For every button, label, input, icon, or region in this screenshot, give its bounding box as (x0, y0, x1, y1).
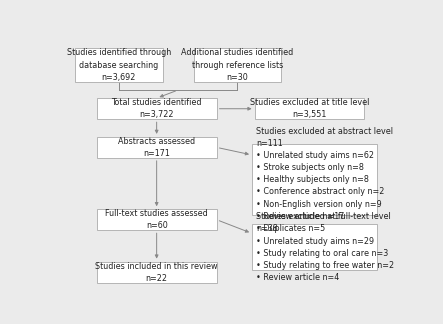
Text: Studies identified through
database searching
n=3,692: Studies identified through database sear… (67, 48, 171, 82)
Text: Abstracts assessed
n=171: Abstracts assessed n=171 (118, 137, 195, 158)
Text: Total studies identified
n=3,722: Total studies identified n=3,722 (111, 98, 202, 119)
Text: Studies excluded at full-text level
n=38
• Unrelated study aims n=29
• Study rel: Studies excluded at full-text level n=38… (256, 212, 394, 282)
Text: Additional studies identified
through reference lists
n=30: Additional studies identified through re… (181, 48, 293, 82)
Text: Studies excluded at abstract level
n=111
• Unrelated study aims n=62
• Stroke su: Studies excluded at abstract level n=111… (256, 127, 393, 233)
FancyBboxPatch shape (97, 98, 217, 119)
FancyBboxPatch shape (252, 224, 377, 270)
Text: Studies excluded at title level
n=3,551: Studies excluded at title level n=3,551 (250, 98, 369, 119)
FancyBboxPatch shape (97, 261, 217, 283)
FancyBboxPatch shape (194, 48, 281, 82)
Text: Studies included in this review
n=22: Studies included in this review n=22 (95, 261, 218, 283)
FancyBboxPatch shape (254, 98, 364, 119)
Text: Full-text studies assessed
n=60: Full-text studies assessed n=60 (105, 209, 208, 230)
FancyBboxPatch shape (252, 144, 377, 215)
FancyBboxPatch shape (97, 209, 217, 230)
FancyBboxPatch shape (97, 137, 217, 158)
FancyBboxPatch shape (75, 48, 163, 82)
